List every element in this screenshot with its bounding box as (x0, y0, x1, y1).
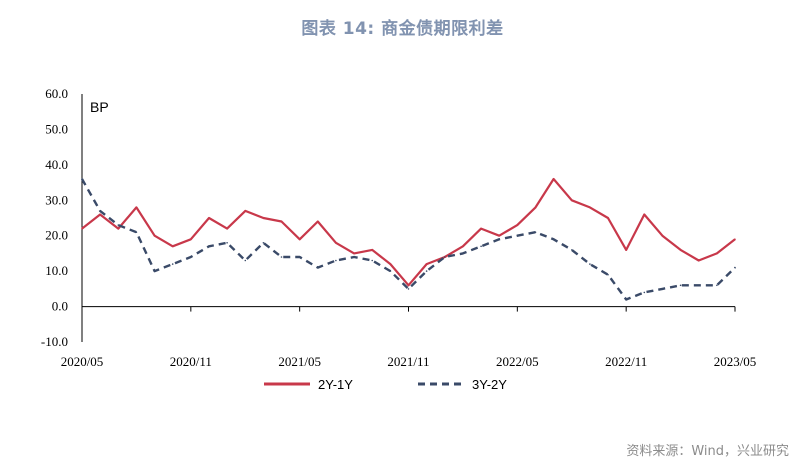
data-point (171, 263, 174, 265)
data-point (226, 242, 228, 244)
data-point (208, 245, 210, 248)
data-point (661, 234, 664, 237)
data-point (462, 252, 464, 255)
data-point (516, 224, 519, 226)
data-point (208, 217, 210, 219)
y-tick-label: 30.0 (45, 192, 68, 207)
x-tick-label: 2022/05 (496, 354, 539, 369)
data-point (335, 259, 337, 262)
data-point (480, 245, 482, 248)
data-point (425, 270, 428, 272)
data-point (661, 288, 664, 290)
data-point (697, 259, 700, 262)
data-point (716, 252, 718, 255)
data-point (262, 217, 265, 219)
data-point (262, 242, 265, 244)
data-point (589, 206, 591, 209)
data-point (643, 291, 646, 294)
data-point (153, 270, 156, 272)
x-tick-label: 2022/11 (605, 354, 647, 369)
y-tick-label: 60.0 (45, 86, 68, 101)
data-point (371, 259, 374, 262)
data-point (607, 273, 609, 276)
data-point (389, 263, 392, 265)
data-point (117, 227, 120, 230)
x-tick-label: 2021/11 (387, 354, 429, 369)
data-point (317, 266, 319, 269)
data-point (552, 178, 555, 180)
data-point (643, 213, 646, 216)
data-point (462, 245, 464, 248)
chart-axes: -10.0 0.0 10.0 20.0 30.0 40.0 50.0 60.0 BP 2020/0… (41, 86, 756, 369)
source-note: 资料来源：Wind，兴业研究 (626, 444, 789, 459)
data-point (117, 224, 120, 226)
data-point (516, 234, 519, 237)
data-point (353, 256, 355, 258)
data-point (371, 249, 374, 251)
data-point (498, 234, 501, 237)
data-point (244, 210, 247, 212)
data-point (734, 266, 736, 269)
data-point (280, 220, 283, 223)
data-point (99, 213, 101, 216)
x-tick-label: 2020/11 (170, 354, 212, 369)
x-tick-label: 2023/05 (714, 354, 757, 369)
data-point (679, 249, 682, 251)
data-point (425, 263, 428, 265)
data-point (444, 256, 446, 258)
data-point (244, 259, 247, 262)
data-point (552, 238, 555, 241)
data-point (625, 298, 627, 301)
data-point (571, 249, 573, 251)
chart-series (80, 177, 736, 301)
data-point (135, 206, 138, 209)
data-point (571, 199, 573, 202)
data-point (389, 270, 392, 272)
data-point (407, 288, 410, 290)
data-point (679, 284, 682, 287)
data-point (190, 238, 192, 241)
data-point (298, 256, 301, 258)
x-tick-label: 2020/05 (61, 354, 104, 369)
data-point (171, 245, 174, 248)
data-point (298, 238, 301, 241)
legend-label: 2Y-1Y (318, 377, 353, 392)
data-point (226, 227, 228, 230)
data-point (353, 252, 355, 255)
data-point (697, 284, 700, 287)
data-point (280, 256, 283, 258)
chart-legend: 2Y-1Y 3Y-2Y (264, 377, 507, 392)
data-point (716, 284, 718, 287)
data-point (498, 238, 501, 241)
data-point (81, 227, 83, 230)
chart-title: 图表 14: 商金债期限利差 (301, 19, 504, 39)
data-point (317, 220, 319, 223)
data-point (335, 242, 337, 244)
data-point (607, 217, 609, 219)
data-point (407, 284, 410, 287)
data-point (625, 249, 627, 251)
y-tick-label: 50.0 (45, 121, 68, 136)
data-point (589, 263, 591, 265)
data-point (734, 238, 736, 241)
y-tick-label: -10.0 (41, 334, 68, 349)
y-unit-label: BP (90, 99, 109, 115)
data-point (81, 178, 83, 180)
series-line-3y-2y (80, 178, 736, 301)
data-point (190, 256, 192, 258)
legend-label: 3Y-2Y (472, 377, 507, 392)
data-point (480, 227, 482, 230)
y-tick-label: 40.0 (45, 157, 68, 172)
data-point (534, 206, 537, 209)
y-tick-label: 20.0 (45, 228, 68, 243)
x-tick-label: 2021/05 (278, 354, 321, 369)
data-point (135, 231, 138, 233)
data-point (153, 234, 156, 237)
data-point (534, 231, 537, 233)
data-point (99, 210, 101, 212)
y-tick-label: 10.0 (45, 263, 68, 278)
y-tick-label: 0.0 (52, 299, 68, 314)
series-line-2y-1y (81, 177, 736, 287)
